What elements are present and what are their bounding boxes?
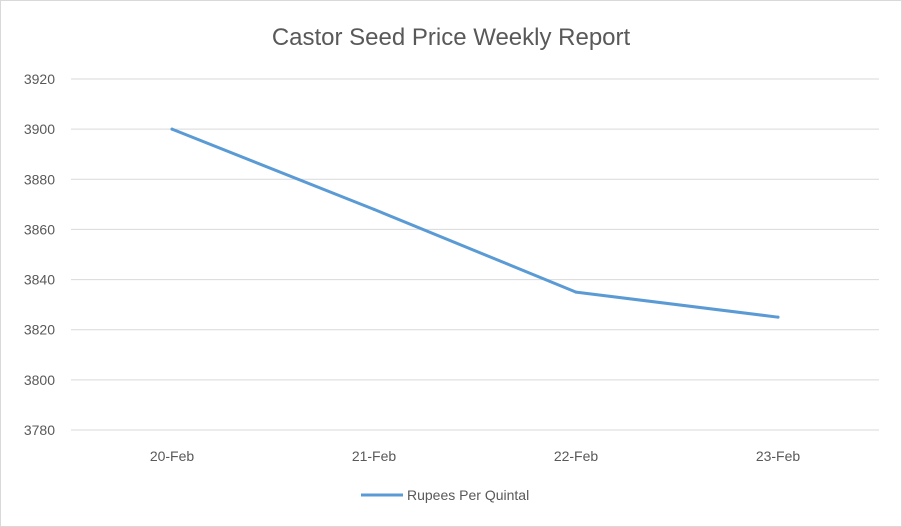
y-tick-label: 3920	[24, 71, 55, 87]
data-point	[776, 315, 780, 319]
legend-label: Rupees Per Quintal	[407, 487, 529, 503]
y-tick-label: 3860	[24, 221, 55, 237]
y-tick-label: 3880	[24, 171, 55, 187]
x-tick-label: 22-Feb	[554, 448, 599, 464]
x-tick-label: 20-Feb	[150, 448, 195, 464]
data-point	[372, 207, 376, 211]
legend: Rupees Per Quintal	[361, 487, 529, 503]
chart-title: Castor Seed Price Weekly Report	[272, 24, 631, 51]
data-point	[574, 290, 578, 294]
y-tick-label: 3800	[24, 372, 55, 388]
x-tick-label: 21-Feb	[352, 448, 397, 464]
x-tick-label: 23-Feb	[756, 448, 801, 464]
gridlines	[71, 78, 879, 431]
y-tick-label: 3900	[24, 121, 55, 137]
x-axis-ticks: 20-Feb 21-Feb 22-Feb 23-Feb	[150, 448, 801, 464]
y-tick-label: 3840	[24, 272, 55, 288]
data-point	[170, 127, 174, 131]
y-tick-label: 3820	[24, 322, 55, 338]
series-line-0	[170, 127, 780, 319]
y-tick-label: 3780	[24, 422, 55, 438]
y-axis-ticks: 3780 3800 3820 3840 3860 3880 3900 3920	[24, 71, 55, 438]
series-lines	[170, 127, 780, 319]
